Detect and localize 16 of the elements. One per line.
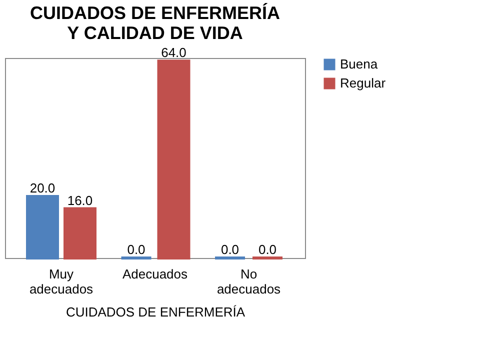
data-label: 64.0: [161, 45, 186, 60]
x-tick-label: Muy adecuados: [29, 266, 94, 296]
legend-label: Buena: [340, 56, 378, 72]
data-label: 20.0: [30, 180, 56, 196]
x-tick-label: Adecuados: [122, 266, 188, 282]
x-axis-title: CUIDADOS DE ENFERMERÍA: [66, 304, 246, 320]
bar: [157, 60, 190, 260]
data-label: 0.0: [127, 242, 146, 257]
bar: [64, 207, 96, 260]
legend-label: Regular: [340, 76, 386, 90]
data-label: 0.0: [258, 242, 277, 257]
bar: [26, 194, 59, 260]
data-label: 16.0: [67, 192, 93, 208]
data-label: 0.0: [220, 242, 240, 257]
chart-title: CUIDADOS DE ENFERMERÍA Y CALIDAD DE VIDA: [30, 3, 280, 44]
x-tick-label: No adecuados: [216, 266, 282, 296]
